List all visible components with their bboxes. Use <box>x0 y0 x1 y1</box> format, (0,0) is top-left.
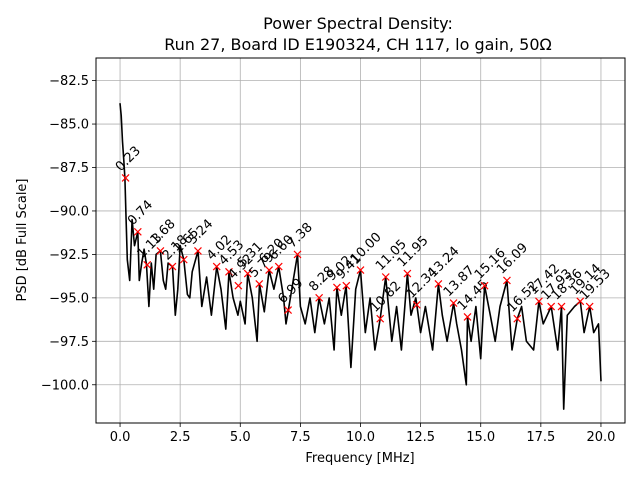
peak-marker <box>480 281 489 290</box>
peak-marker <box>534 297 543 306</box>
peak-marker <box>156 247 165 255</box>
peak-label: 0.74 <box>125 198 156 229</box>
x-tick-label: 12.5 <box>406 430 435 445</box>
peak-marker <box>212 262 221 271</box>
peak-marker <box>168 262 177 271</box>
peak-marker <box>376 314 385 323</box>
x-tick-label: 0.0 <box>110 430 131 445</box>
psd-series-line <box>119 103 602 410</box>
y-axis: −82.5 −85.0 −87.5 −90.0 −92.5 −95.0 −97.5 −100.… <box>41 74 96 393</box>
peak-marker <box>194 247 202 255</box>
x-tick-label: 15.0 <box>466 430 495 445</box>
y-tick-label: −87.5 <box>49 161 89 176</box>
peak-marker <box>576 297 585 306</box>
peak-marker <box>333 283 341 292</box>
y-tick-label: −85.0 <box>49 118 89 133</box>
peak-marker <box>225 267 233 276</box>
peak-marker <box>403 269 412 278</box>
y-tick-label: −97.5 <box>49 335 89 350</box>
y-tick-label: −92.5 <box>49 248 89 263</box>
y-tick-label: −90.0 <box>49 204 89 219</box>
peak-label: 3.24 <box>185 217 216 248</box>
x-tick-label: 20.0 <box>586 430 615 445</box>
series-layer <box>119 103 602 410</box>
peak-label: 6.99 <box>275 276 306 307</box>
y-tick-label: −100.0 <box>41 378 89 393</box>
peak-marker <box>255 280 264 288</box>
x-tick-label: 10.0 <box>346 430 375 445</box>
y-tick-label: −82.5 <box>49 74 89 89</box>
peak-marker <box>315 293 324 302</box>
peak-marker <box>503 276 511 285</box>
peak-marker <box>293 250 302 259</box>
peak-marker <box>449 299 458 307</box>
peak-marker <box>133 227 142 236</box>
y-tick-label: −95.0 <box>49 291 89 306</box>
peak-label: 0.23 <box>113 144 144 175</box>
peak-marker <box>284 306 293 314</box>
peak-marker <box>547 302 556 311</box>
peak-marker <box>557 302 566 311</box>
peak-marker <box>381 273 390 281</box>
peak-marker <box>274 262 283 271</box>
peak-marker <box>412 300 421 309</box>
chart-subtitle: Run 27, Board ID E190324, CH 117, lo gai… <box>164 35 552 54</box>
peak-marker <box>513 314 522 323</box>
peak-marker <box>356 266 365 274</box>
chart-title: Power Spectral Density: <box>263 14 453 33</box>
x-tick-label: 5.0 <box>230 430 251 445</box>
x-axis-label: Frequency [MHz] <box>305 451 414 466</box>
peak-marker <box>179 255 188 264</box>
chart-title-group: Power Spectral Density: Run 27, Board ID… <box>164 14 552 54</box>
peak-marker <box>243 269 252 278</box>
grid <box>96 58 625 423</box>
peak-marker <box>342 281 351 290</box>
y-axis-label: PSD [dB Full Scale] <box>15 178 30 301</box>
peak-marker <box>121 174 130 182</box>
peak-marker <box>234 281 243 290</box>
x-tick-label: 7.5 <box>290 430 311 445</box>
x-axis: 0.0 2.5 5.0 7.5 10.0 12.5 15.0 17.5 20.0 <box>110 423 615 445</box>
peak-marker <box>265 266 274 274</box>
peak-marker <box>585 302 594 311</box>
peak-marker <box>463 313 472 321</box>
peak-marker <box>434 280 443 288</box>
x-tick-label: 17.5 <box>526 430 555 445</box>
x-tick-label: 2.5 <box>170 430 191 445</box>
peak-marker <box>143 260 152 269</box>
